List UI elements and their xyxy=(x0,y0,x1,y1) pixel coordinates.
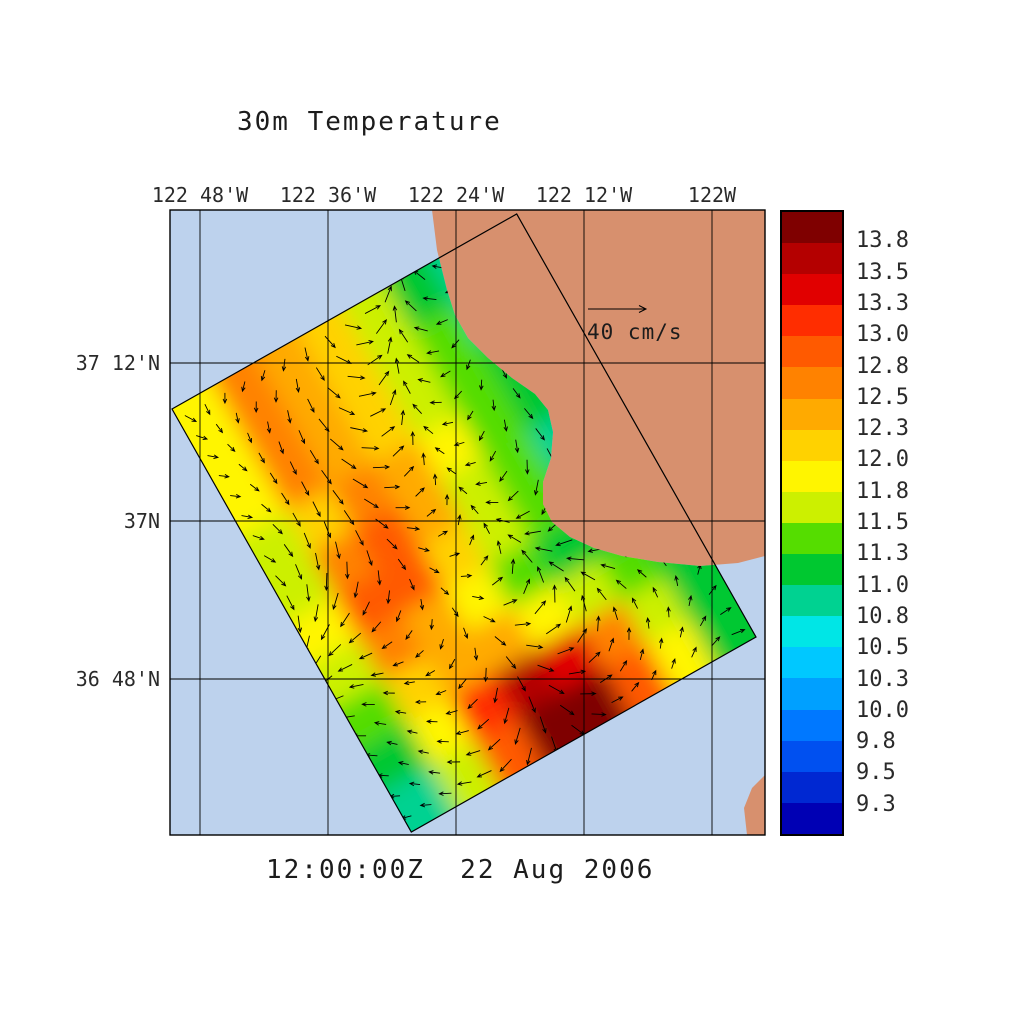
colorbar-tick-label: 13.0 xyxy=(856,322,909,347)
colorbar-band xyxy=(782,305,842,337)
land-mass xyxy=(432,210,765,566)
colorbar-band xyxy=(782,740,842,772)
colorbar-tick-label: 9.5 xyxy=(856,760,896,785)
colorbar-tick-label: 10.0 xyxy=(856,698,909,723)
vector-scale-label: 40 cm/s xyxy=(587,320,683,344)
graticule-gridlines xyxy=(170,210,765,835)
colorbar-tick-label: 9.3 xyxy=(856,792,896,817)
colorbar-tick-label: 10.3 xyxy=(856,667,909,692)
longitude-tick-label: 122 24'W xyxy=(407,183,505,207)
colorbar-tick-label: 13.5 xyxy=(856,260,909,285)
colorbar-tick-label: 12.5 xyxy=(856,385,909,410)
colorbar-band xyxy=(782,616,842,648)
colorbar-tick-label: 11.0 xyxy=(856,573,909,598)
plot-frame xyxy=(169,209,766,836)
chart-title: 30m Temperature xyxy=(237,107,502,137)
colorbar-tick-label: 12.8 xyxy=(856,354,909,379)
colorbar-tick-label: 13.3 xyxy=(856,291,909,316)
longitude-tick-label: 122 36'W xyxy=(279,183,377,207)
colorbar-band xyxy=(782,274,842,306)
colorbar xyxy=(780,210,844,836)
colorbar-tick-label: 10.8 xyxy=(856,604,909,629)
colorbar-band xyxy=(782,243,842,275)
colorbar-band xyxy=(782,771,842,803)
colorbar-band xyxy=(782,709,842,741)
colorbar-tick-label: 9.8 xyxy=(856,729,896,754)
colorbar-band xyxy=(782,367,842,399)
reference-arrow-icon xyxy=(588,305,648,313)
colorbar-tick-label: 11.5 xyxy=(856,510,909,535)
colorbar-tick-label: 10.5 xyxy=(856,635,909,660)
longitude-tick-label: 122 48'W xyxy=(151,183,249,207)
colorbar-band xyxy=(782,554,842,586)
latitude-tick-label: 37 12'N xyxy=(75,351,160,375)
colorbar-band xyxy=(782,491,842,523)
colorbar-band xyxy=(782,802,842,834)
land-mass-south xyxy=(744,775,765,835)
colorbar-band xyxy=(782,398,842,430)
colorbar-tick-label: 12.0 xyxy=(856,447,909,472)
colorbar-tick-label: 11.3 xyxy=(856,541,909,566)
colorbar-band xyxy=(782,336,842,368)
timestamp-label: 12:00:00Z 22 Aug 2006 xyxy=(266,855,655,885)
colorbar-tick-label: 13.8 xyxy=(856,228,909,253)
colorbar-tick-label: 11.8 xyxy=(856,479,909,504)
colorbar-band xyxy=(782,429,842,461)
colorbar-band xyxy=(782,678,842,710)
longitude-tick-label: 122W xyxy=(687,183,737,207)
colorbar-tick-label: 12.3 xyxy=(856,416,909,441)
model-domain-outline xyxy=(171,213,757,833)
latitude-tick-label: 37N xyxy=(123,509,160,533)
latitude-tick-label: 36 48'N xyxy=(75,667,160,691)
colorbar-band xyxy=(782,522,842,555)
colorbar-band xyxy=(782,647,842,679)
longitude-tick-label: 122 12'W xyxy=(535,183,633,207)
colorbar-band xyxy=(782,585,842,617)
colorbar-band xyxy=(782,460,842,492)
colorbar-band xyxy=(782,212,842,244)
